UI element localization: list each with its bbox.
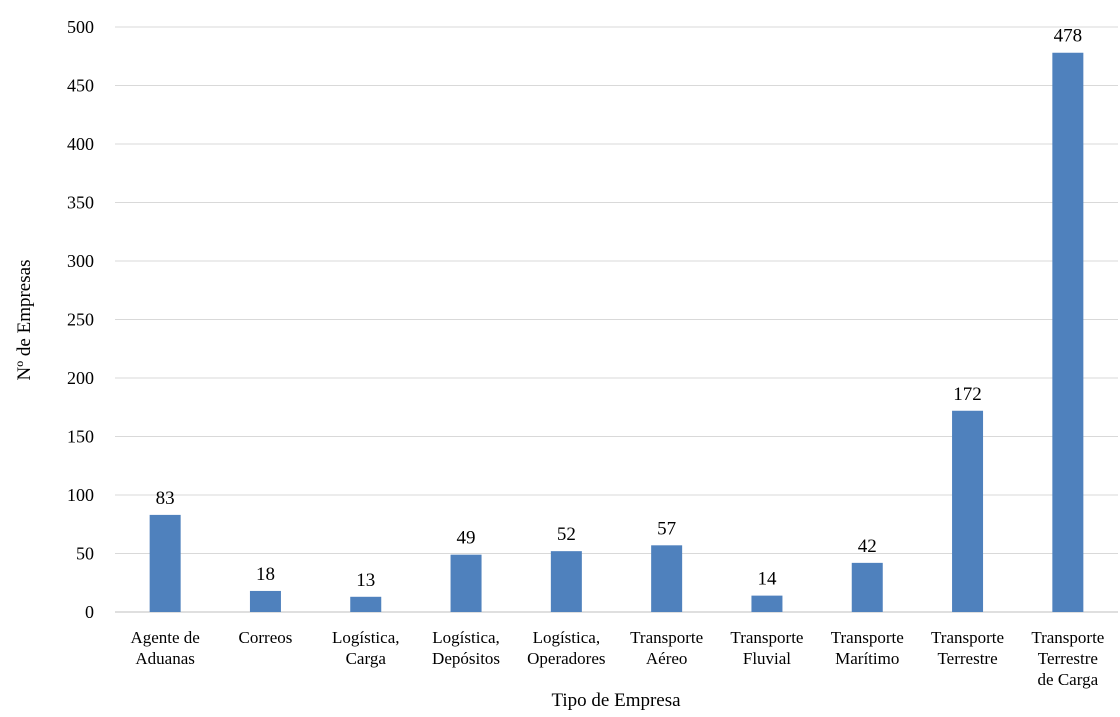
x-category-label: Transporte Aéreo [630, 628, 703, 668]
y-tick-label: 500 [67, 17, 94, 37]
y-tick-label: 50 [76, 544, 94, 564]
x-category-label: Transporte Fluvial [730, 628, 803, 668]
data-label: 42 [858, 536, 877, 557]
y-tick-label: 200 [67, 368, 94, 388]
data-label: 18 [256, 564, 275, 585]
data-label: 13 [356, 570, 375, 591]
bar [450, 554, 482, 612]
x-category-label: Logística, Carga [332, 628, 400, 668]
data-label: 52 [557, 524, 576, 545]
x-axis-title: Tipo de Empresa [551, 690, 681, 711]
data-label: 478 [1054, 26, 1083, 47]
x-category-label: Logística, Depósitos [432, 628, 500, 668]
y-axis-ticks: 0 50 100 150 200 250 300 350 400 450 500 [67, 17, 94, 622]
bar [851, 562, 883, 612]
x-category-label: Logística, Operadores [527, 628, 605, 668]
bar [751, 595, 783, 612]
data-label: 57 [657, 518, 676, 539]
data-label: 49 [457, 528, 476, 549]
y-tick-label: 0 [85, 602, 94, 622]
x-category-label: Agente de Aduanas [130, 628, 199, 668]
bar [952, 410, 984, 612]
y-tick-label: 100 [67, 485, 94, 505]
bar [249, 590, 281, 612]
data-label: 83 [156, 488, 175, 509]
x-category-label: Correos [239, 628, 293, 647]
bar [350, 596, 382, 612]
y-tick-label: 300 [67, 251, 94, 271]
y-tick-label: 350 [67, 193, 94, 213]
bar [149, 514, 181, 612]
x-category-label: Transporte Marítimo [831, 628, 904, 668]
x-category-label: Transporte Terrestre de Carga [1031, 628, 1104, 689]
data-labels: 83 18 13 49 52 57 14 42 172 478 [156, 26, 1082, 591]
bar [550, 551, 582, 612]
y-axis-title: Nº de Empresas [14, 260, 35, 381]
bar [1052, 52, 1084, 613]
bars [149, 52, 1084, 613]
x-category-label: Transporte Terrestre [931, 628, 1004, 668]
data-label: 172 [953, 384, 982, 405]
x-axis-categories: Agente de Aduanas Correos Logística, Carga Lo… [130, 628, 1104, 689]
y-tick-label: 400 [67, 134, 94, 154]
y-tick-label: 250 [67, 310, 94, 330]
gridlines [115, 26, 1118, 613]
data-label: 14 [757, 569, 777, 590]
y-tick-label: 150 [67, 427, 94, 447]
y-tick-label: 450 [67, 76, 94, 96]
bar [651, 545, 683, 612]
